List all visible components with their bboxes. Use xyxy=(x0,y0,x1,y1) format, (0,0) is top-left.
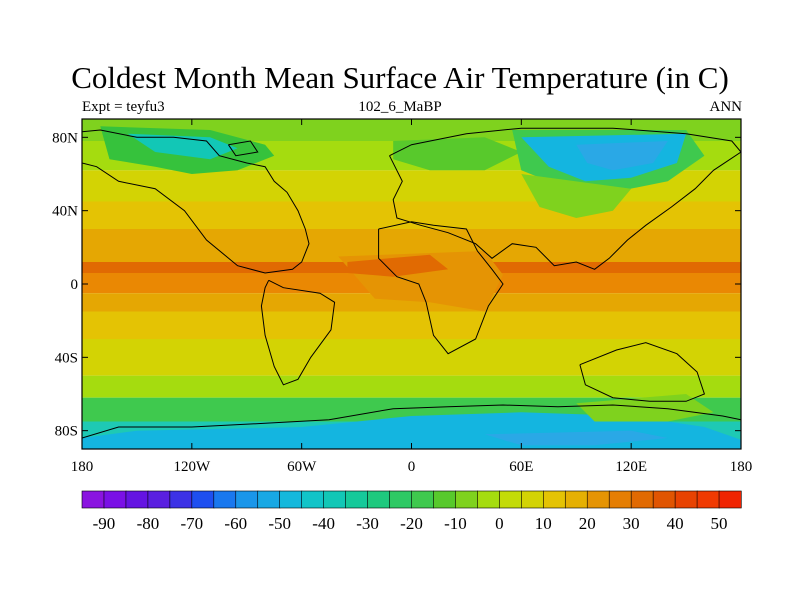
temperature-band xyxy=(82,201,741,229)
lon-tick-label: 120W xyxy=(173,459,211,475)
temperature-region-antarctica-core xyxy=(484,430,668,446)
coastlines xyxy=(82,127,741,439)
temperature-band xyxy=(82,375,741,398)
lon-tick-label: 0 xyxy=(408,459,416,475)
temperature-region-east-atlantic-hot xyxy=(347,254,449,277)
colorbar-swatch xyxy=(345,490,369,509)
temperature-region-central-asia-cool xyxy=(521,174,632,218)
lon-tick-label: 180 xyxy=(71,459,94,475)
colorbar: -90 -80 -70 -60 -50 -40 -30 -20 -10 0 10 20 30 40 50 xyxy=(81,490,742,533)
coastline-south-america-coast xyxy=(260,279,336,386)
colorbar-swatch xyxy=(455,490,478,509)
coastline-eurasia-coast xyxy=(389,127,741,270)
lat-tick-label: 80S xyxy=(55,424,78,440)
lat-tick-label: 80N xyxy=(52,130,78,146)
colorbar-label: -10 xyxy=(444,514,467,533)
coastline-small-island-greenland-like xyxy=(227,140,259,157)
colorbar-swatch xyxy=(301,490,325,509)
lon-tick-label: 60W xyxy=(287,459,317,475)
coastline-antarctica-coast xyxy=(82,404,741,439)
coastline-australia-coast xyxy=(579,342,706,402)
colorbar-swatch xyxy=(389,490,413,509)
lon-tick-label: 60E xyxy=(509,459,533,475)
lon-tick-label: 180 xyxy=(730,459,753,475)
colorbar-label: -40 xyxy=(312,514,335,533)
colorbar-swatch xyxy=(191,490,215,509)
lat-tick-label: 40N xyxy=(52,204,78,220)
temperature-region-siberia-core xyxy=(576,141,668,171)
colorbar-swatch xyxy=(257,490,281,509)
colorbar-label: -50 xyxy=(268,514,291,533)
temperature-region-north-america-cold-core xyxy=(127,133,238,160)
colorbar-swatch xyxy=(696,490,720,509)
colorbar-swatch xyxy=(630,490,654,509)
colorbar-swatch xyxy=(411,490,435,509)
colorbar-label: 30 xyxy=(623,514,640,533)
colorbar-swatch xyxy=(279,490,303,509)
colorbar-swatch xyxy=(608,490,632,509)
season-label: ANN xyxy=(709,99,743,115)
colorbar-label: -20 xyxy=(400,514,423,533)
colorbar-label: 10 xyxy=(535,514,552,533)
lat-tick-label: 0 xyxy=(71,277,79,293)
latitude-axis: 80N 40N 0 40S 80S xyxy=(52,130,741,440)
colorbar-swatch xyxy=(169,490,193,509)
colorbar-swatch xyxy=(652,490,676,509)
lon-tick-label: 120E xyxy=(615,459,647,475)
colorbar-label: -80 xyxy=(137,514,160,533)
colorbar-swatch xyxy=(542,490,566,509)
longitude-axis: 180 120W 60W 0 60E 120E 180 xyxy=(71,119,753,475)
temperature-field xyxy=(82,119,741,449)
colorbar-label: -60 xyxy=(224,514,247,533)
coastline-north-america-coast xyxy=(82,129,310,274)
colorbar-label: -70 xyxy=(180,514,203,533)
colorbar-label: 20 xyxy=(579,514,596,533)
temperature-band xyxy=(82,339,741,376)
colorbar-swatch xyxy=(477,490,500,509)
temperature-band xyxy=(82,293,741,312)
coastline-africa-coast xyxy=(378,221,504,355)
colorbar-swatch xyxy=(81,490,105,509)
colorbar-swatch xyxy=(235,490,259,509)
experiment-label: Expt = teyfu3 xyxy=(82,99,165,115)
temperature-band xyxy=(82,311,741,339)
colorbar-label: 50 xyxy=(711,514,728,533)
colorbar-swatch xyxy=(103,490,127,509)
colorbar-swatch xyxy=(147,490,171,509)
colorbar-swatch xyxy=(213,490,237,509)
colorbar-swatch xyxy=(125,490,149,509)
colorbar-swatch xyxy=(499,490,522,509)
colorbar-swatch xyxy=(718,490,742,509)
colorbar-swatch xyxy=(521,490,544,509)
figure-title: Coldest Month Mean Surface Air Temperatu… xyxy=(71,60,729,95)
colorbar-label: 0 xyxy=(495,514,504,533)
colorbar-swatch xyxy=(586,490,610,509)
temperature-region-europe-north xyxy=(393,137,522,171)
colorbar-swatch xyxy=(433,490,457,509)
colorbar-swatch xyxy=(323,490,347,509)
colorbar-swatch xyxy=(564,490,588,509)
lat-tick-label: 40S xyxy=(55,350,78,366)
colorbar-label: 40 xyxy=(667,514,684,533)
colorbar-swatch xyxy=(367,490,391,509)
age-label: 102_6_MaBP xyxy=(358,99,442,115)
colorbar-label: -30 xyxy=(356,514,379,533)
colorbar-swatch xyxy=(674,490,698,509)
colorbar-label: -90 xyxy=(93,514,116,533)
